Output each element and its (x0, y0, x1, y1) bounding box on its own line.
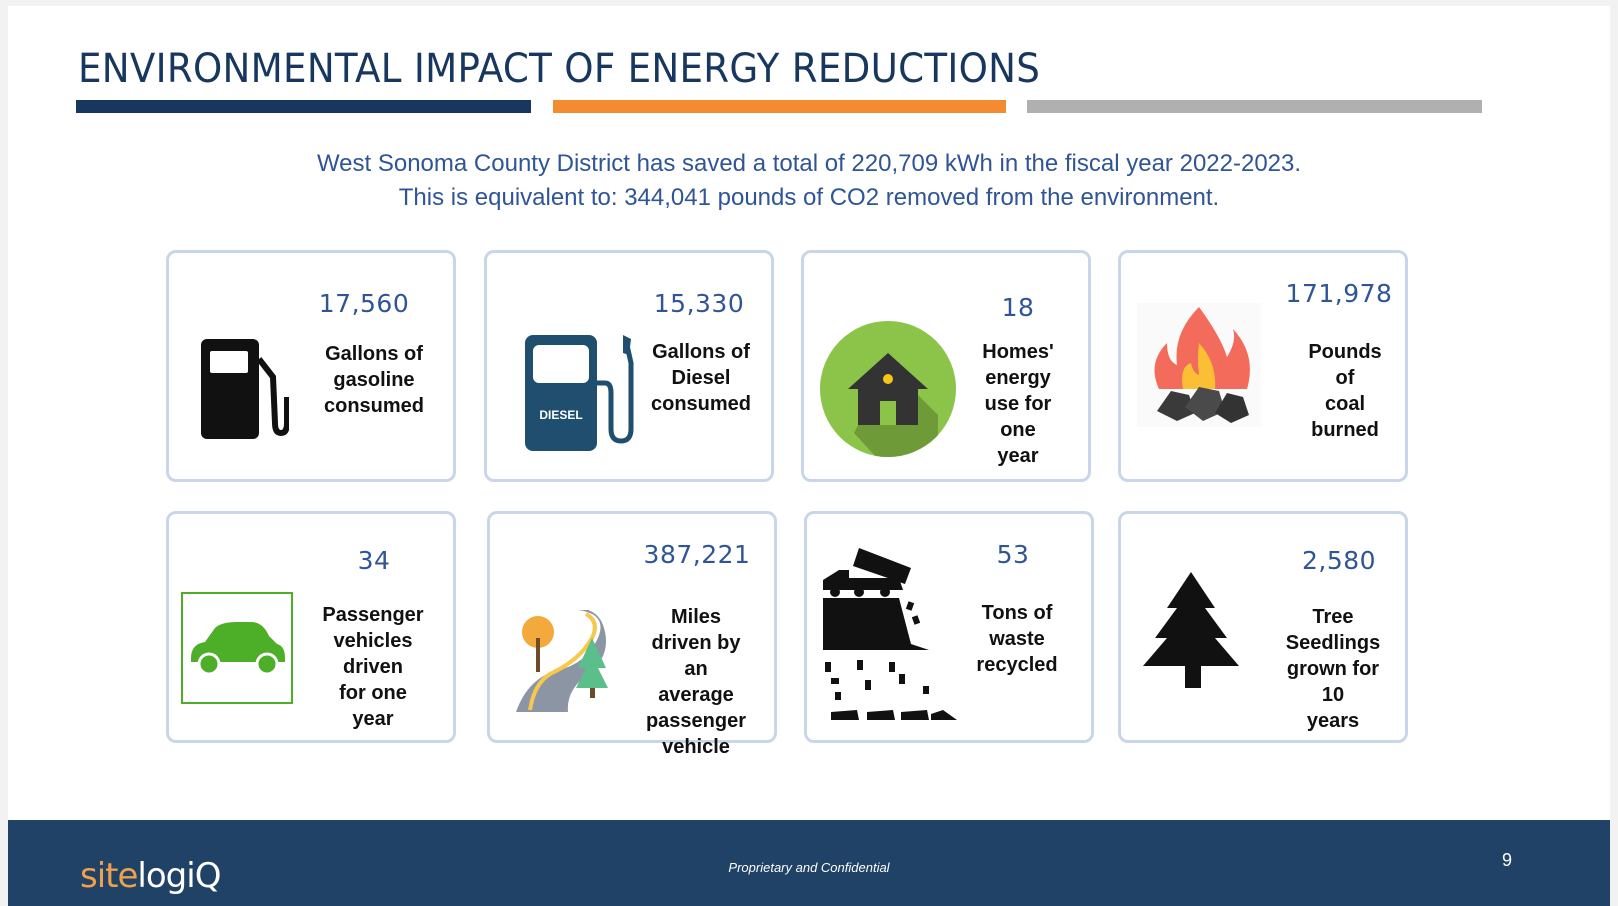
value-trees: 2,580 (1301, 546, 1377, 575)
label-vehicles: Passenger vehicles driven for one year (322, 604, 424, 730)
label-diesel: Gallons of Diesel consumed (650, 341, 752, 415)
confidential-note: Proprietary and Confidential (728, 860, 890, 875)
card-waste: 53 Tons of waste recycled (804, 511, 1094, 743)
card-diesel: DIESEL 15,330 Gallons of Diesel consumed (484, 250, 774, 482)
label-homes: Homes' energy use for one year (982, 341, 1054, 467)
car-icon (181, 592, 293, 709)
footer: sitelogiQ Proprietary and Confidential 9 (8, 820, 1610, 906)
slide: ENVIRONMENTAL IMPACT OF ENERGY REDUCTION… (8, 6, 1610, 906)
card-gasoline: 17,560 Gallons of gasoline consumed (166, 250, 456, 482)
diesel-pump-icon: DIESEL (523, 333, 641, 458)
card-coal: 171,978 Pounds of coal burned (1118, 250, 1408, 482)
page-number: 9 (1501, 850, 1512, 870)
value-miles: 387,221 (643, 540, 751, 569)
card-trees: 2,580 Tree Seedlings grown for 10 years (1118, 511, 1408, 743)
summary-line-1: West Sonoma County District has saved a … (316, 150, 1302, 177)
sitelogiq-logo: sitelogiQ (80, 856, 221, 896)
label-waste: Tons of waste recycled (976, 602, 1058, 676)
label-coal: Pounds of coal burned (1308, 341, 1382, 441)
diesel-label: DIESEL (539, 408, 582, 422)
home-icon (818, 319, 958, 464)
tree-icon (1131, 552, 1251, 717)
gas-pump-icon (199, 337, 290, 446)
card-vehicles: 34 Passenger vehicles driven for one year (166, 511, 456, 743)
dump-truck-icon (819, 546, 961, 731)
label-gasoline: Gallons of gasoline consumed (323, 343, 425, 417)
value-diesel: 15,330 (653, 289, 745, 318)
title-underline-navy (76, 100, 531, 113)
value-waste: 53 (996, 540, 1030, 569)
value-vehicles: 34 (357, 546, 391, 575)
card-miles: 387,221 Miles driven by an average passeng… (487, 511, 777, 758)
fire-coal-icon (1137, 303, 1261, 432)
card-homes: 18 Homes' energy use for one year (801, 250, 1091, 482)
road-icon (508, 608, 612, 719)
label-trees: Tree Seedlings grown for 10 years (1285, 606, 1381, 732)
label-miles: Miles driven by an average passenger vehicl… (645, 606, 747, 758)
value-gasoline: 17,560 (318, 289, 410, 318)
summary-line-2: This is equivalent to: 344,041 pounds of… (398, 184, 1220, 211)
page-title: ENVIRONMENTAL IMPACT OF ENERGY REDUCTION… (78, 46, 1041, 92)
title-underline-gray (1027, 100, 1482, 113)
value-coal: 171,978 (1285, 279, 1393, 308)
value-homes: 18 (1001, 293, 1035, 322)
title-underline-orange (553, 100, 1006, 113)
